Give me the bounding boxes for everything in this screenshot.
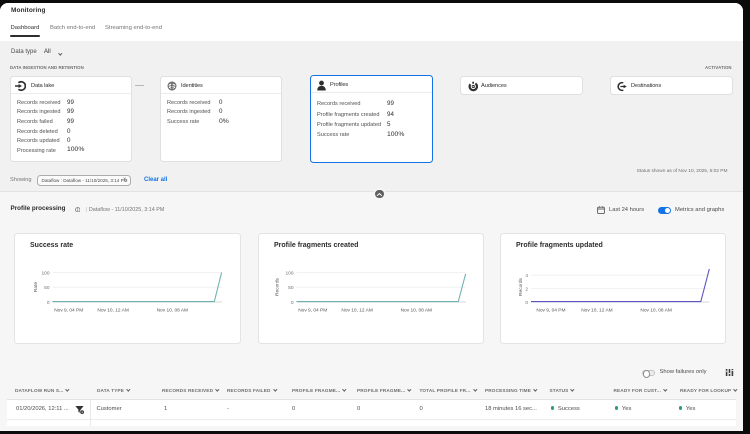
svg-text:100: 100 [41,271,49,277]
svg-text:50: 50 [288,285,294,291]
svg-text:Nov 9, 04 PM: Nov 9, 04 PM [54,308,83,314]
svg-text:Nov 9, 04 PM: Nov 9, 04 PM [298,308,327,314]
svg-text:Records: Records [518,277,524,295]
svg-text:4: 4 [525,273,528,279]
svg-text:Nov 10, 12 AM: Nov 10, 12 AM [97,308,128,314]
svg-text:Nov 10, 12 AM: Nov 10, 12 AM [341,308,372,314]
svg-text:Nov 10, 08 AM: Nov 10, 08 AM [157,308,188,314]
svg-text:0: 0 [47,300,50,306]
svg-text:Nov 9, 04 PM: Nov 9, 04 PM [536,308,565,314]
svg-text:Nov 10, 08 AM: Nov 10, 08 AM [401,308,432,314]
svg-text:100: 100 [285,271,293,277]
svg-text:Nov 10, 12 AM: Nov 10, 12 AM [581,308,612,314]
svg-text:Rate: Rate [33,282,39,292]
svg-text:2: 2 [525,287,528,293]
svg-text:0: 0 [525,300,528,306]
svg-text:0: 0 [291,300,294,306]
svg-text:Nov 10, 08 AM: Nov 10, 08 AM [640,308,671,314]
svg-text:Records: Records [275,277,281,295]
svg-text:50: 50 [44,285,50,291]
